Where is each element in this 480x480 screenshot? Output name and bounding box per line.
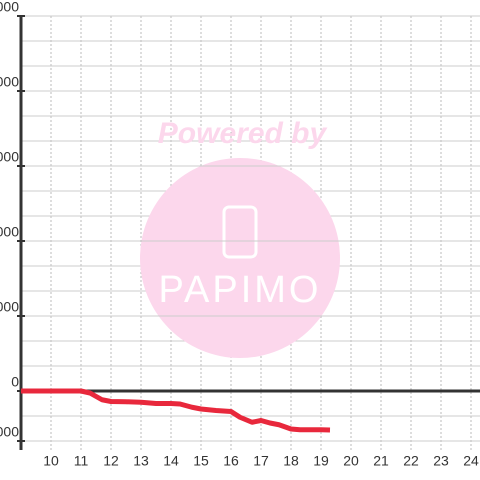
- watermark-icon: [222, 205, 258, 259]
- x-tick-label: 10: [43, 453, 59, 469]
- x-tick-label: 16: [223, 453, 239, 469]
- watermark-title: Powered by: [158, 117, 328, 150]
- x-tick-label: 18: [283, 453, 299, 469]
- line-series: [21, 388, 331, 433]
- y-tick-label: 0: [11, 374, 19, 390]
- x-tick-label: 12: [103, 453, 119, 469]
- y-tick-label: 90,000: [0, 149, 19, 165]
- x-tick-label: 23: [433, 453, 449, 469]
- y-tick-label: 150,000: [0, 0, 19, 15]
- y-tick-label: -20,000: [0, 424, 19, 440]
- x-tick-label: 14: [163, 453, 179, 469]
- y-tick-label: 30,000: [0, 299, 19, 315]
- x-tick-label: 11: [74, 453, 89, 469]
- x-tick-label: 20: [343, 453, 359, 469]
- y-tick-label: 120,000: [0, 74, 19, 90]
- x-tick-label: 19: [313, 453, 329, 469]
- y-tick-label: 60,000: [0, 224, 19, 240]
- x-tick-label: 24: [463, 453, 479, 469]
- watermark-brand: PAPIMO: [159, 269, 322, 311]
- x-tick-label: 17: [253, 453, 269, 469]
- x-tick-label: 15: [193, 453, 209, 469]
- x-tick-label: 21: [373, 453, 389, 469]
- x-tick-label: 22: [403, 453, 419, 469]
- x-tick-label: 13: [133, 453, 149, 469]
